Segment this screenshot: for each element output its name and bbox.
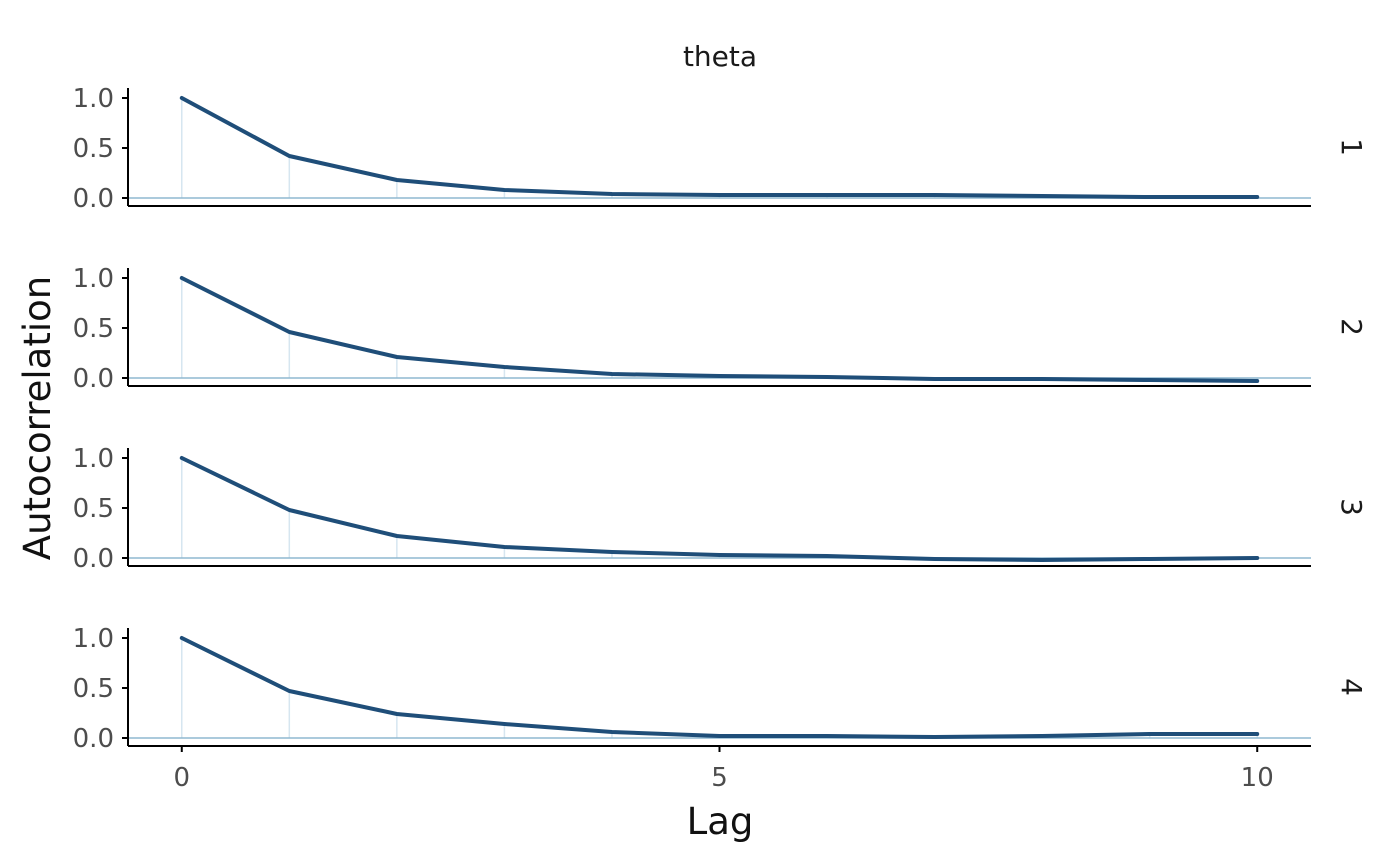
- acf-line-1: [179, 96, 1260, 199]
- strip-label-2: 2: [1335, 318, 1368, 336]
- y-tick-label: 0.5: [73, 674, 114, 704]
- y-tick-label: 1.0: [73, 264, 114, 294]
- acf-line-4: [179, 636, 1260, 739]
- y-tick-label: 0.0: [73, 184, 114, 214]
- y-tick-label: 0.5: [73, 314, 114, 344]
- y-axis-title: Autocorrelation: [16, 276, 59, 560]
- panel-3: 0.0 0.5 1.0 3: [73, 444, 1368, 574]
- panel-4: 0.0 0.5 1.0 4 0 5 10: [73, 624, 1368, 793]
- y-tick-label: 1.0: [73, 444, 114, 474]
- strip-label-1: 1: [1335, 138, 1368, 156]
- strip-label-3: 3: [1335, 498, 1368, 516]
- y-tick-label: 0.0: [73, 364, 114, 394]
- y-tick-label: 0.0: [73, 724, 114, 754]
- panels: 0.0 0.5 1.0 1 0.0 0.5 1.0 2 0.0 0.5 1.0 3 0.0 0.5 1.0 4…: [73, 84, 1368, 793]
- y-tick-label: 0.0: [73, 544, 114, 574]
- y-tick-label: 0.5: [73, 494, 114, 524]
- y-tick-label: 1.0: [73, 84, 114, 114]
- y-tick-label: 1.0: [73, 624, 114, 654]
- x-tick-label: 0: [173, 763, 190, 793]
- panel-2: 0.0 0.5 1.0 2: [73, 264, 1368, 394]
- x-axis-title: Lag: [687, 800, 754, 843]
- chart-title: theta: [683, 40, 757, 73]
- strip-label-4: 4: [1335, 678, 1368, 696]
- y-tick-label: 0.5: [73, 134, 114, 164]
- x-tick-label: 5: [711, 763, 728, 793]
- panel-1: 0.0 0.5 1.0 1: [73, 84, 1368, 214]
- acf-line-3: [179, 456, 1260, 562]
- acf-line-2: [179, 276, 1260, 383]
- x-tick-label: 10: [1241, 763, 1274, 793]
